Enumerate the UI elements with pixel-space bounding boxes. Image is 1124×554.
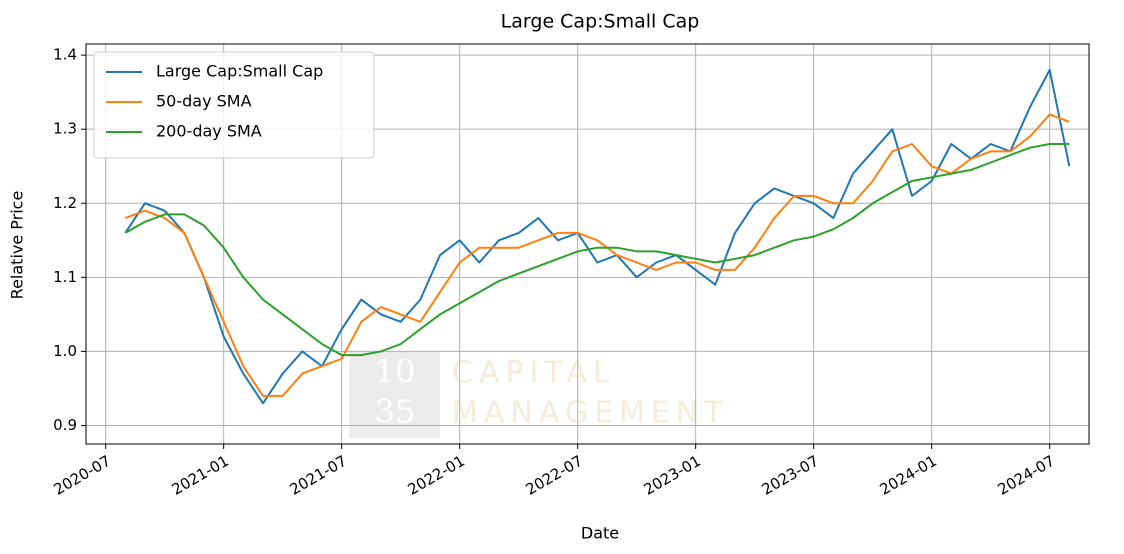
series-line — [124, 143, 1070, 357]
watermark-logo-text: 35 — [375, 393, 416, 431]
y-axis-label: Relative Price — [8, 191, 27, 300]
x-tick-label: 2022-07 — [523, 452, 586, 499]
x-tick-label: 2023-01 — [641, 452, 704, 499]
y-tick-label: 1.1 — [53, 268, 77, 286]
series-line — [124, 68, 1071, 405]
x-tick-label: 2021-01 — [169, 452, 232, 499]
y-tick-label: 1.3 — [53, 120, 77, 138]
y-tick-label: 0.9 — [53, 416, 77, 434]
legend-label: Large Cap:Small Cap — [156, 62, 323, 81]
watermark-text: CAPITAL — [452, 356, 616, 391]
x-tick-label: 2024-01 — [877, 452, 940, 499]
chart-title: Large Cap:Small Cap — [501, 11, 700, 33]
x-tick-label: 2020-07 — [51, 452, 114, 499]
series-line — [124, 113, 1070, 397]
watermark-logo-box — [349, 352, 440, 438]
x-tick-label: 2023-07 — [759, 452, 822, 499]
x-tick-label: 2022-01 — [405, 452, 468, 499]
y-tick-label: 1.4 — [53, 46, 77, 64]
x-tick-label: 2021-07 — [287, 452, 350, 499]
x-axis-label: Date — [581, 524, 619, 543]
watermark-text: MANAGEMENT — [452, 396, 729, 431]
y-tick-label: 1.2 — [53, 194, 77, 212]
x-tick-label: 2024-07 — [995, 452, 1058, 499]
legend-label: 50-day SMA — [156, 92, 252, 111]
legend-box — [93, 51, 375, 159]
plot-frame — [85, 43, 1090, 445]
y-tick-label: 1.0 — [53, 342, 77, 360]
watermark-logo-text: 10 — [375, 353, 416, 391]
legend-label: 200-day SMA — [156, 122, 262, 141]
